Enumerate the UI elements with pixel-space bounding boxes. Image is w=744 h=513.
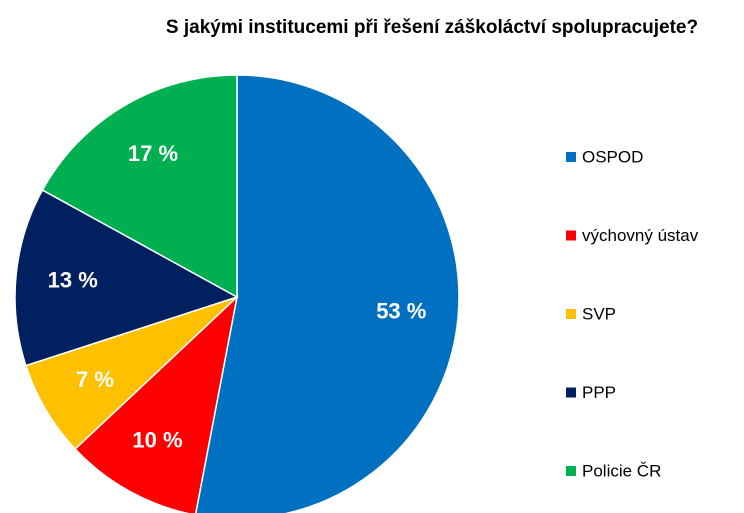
legend-label: PPP bbox=[582, 383, 616, 402]
value-label: 53 % bbox=[376, 298, 426, 323]
value-label: 17 % bbox=[128, 141, 178, 166]
legend-swatch bbox=[566, 387, 576, 398]
legend-label: Policie ČR bbox=[582, 461, 661, 480]
legend-swatch bbox=[566, 466, 576, 476]
value-label: 7 % bbox=[76, 367, 114, 392]
value-label: 13 % bbox=[48, 267, 98, 292]
legend-label: SVP bbox=[582, 304, 616, 323]
chart-title: S jakými institucemi při řešení záškolác… bbox=[166, 17, 698, 38]
pie-slice bbox=[74, 294, 239, 513]
pie-slice bbox=[14, 189, 239, 367]
pie-slice bbox=[41, 74, 238, 299]
legend-swatch bbox=[566, 230, 576, 241]
legend-label: OSPOD bbox=[582, 147, 643, 166]
legend-swatch bbox=[566, 309, 576, 319]
pie-slice bbox=[195, 74, 460, 513]
legend-label: výchovný ústav bbox=[582, 226, 699, 245]
legend-swatch bbox=[566, 152, 576, 162]
value-label: 10 % bbox=[132, 427, 182, 452]
